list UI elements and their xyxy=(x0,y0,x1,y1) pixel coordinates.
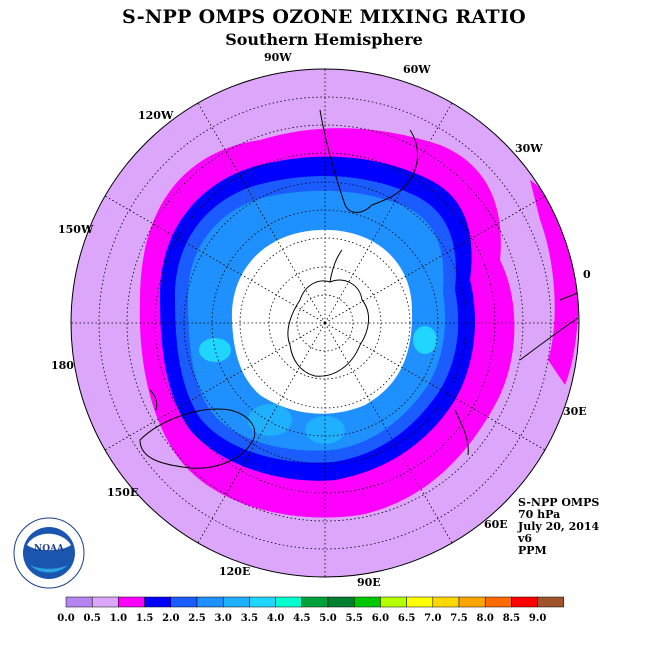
info-pressure: 70 hPa xyxy=(518,508,561,521)
colorbar-swatch xyxy=(484,596,512,608)
colorbar-swatch xyxy=(327,596,355,608)
lon-label-120w: 120W xyxy=(138,109,174,122)
map-title: S-NPP OMPS OZONE MIXING RATIO xyxy=(121,6,527,28)
lon-label-150e: 150E xyxy=(107,486,138,499)
ozone-patch-1 xyxy=(248,404,292,436)
lon-label-90w: 90W xyxy=(264,51,292,64)
colorbar-swatch xyxy=(222,596,250,608)
colorbar-swatch xyxy=(511,596,538,608)
colorbar-tick-label: 0.0 xyxy=(57,613,74,624)
lon-label-30e: 30E xyxy=(563,405,587,418)
lon-label-180: 180 xyxy=(51,359,74,372)
colorbar-swatch xyxy=(458,596,486,608)
lon-label-0: 0 xyxy=(583,268,591,281)
south-pole-marker xyxy=(323,321,327,325)
map-subtitle: Southern Hemisphere xyxy=(225,30,423,49)
colorbar-tick-label: 4.5 xyxy=(293,613,310,624)
colorbar-tick-label: 3.5 xyxy=(241,613,258,624)
colorbar-swatch xyxy=(249,596,276,608)
lon-label-90e: 90E xyxy=(357,576,381,589)
colorbar-swatch xyxy=(65,596,93,608)
colorbar-tick-label: 5.0 xyxy=(319,613,336,624)
colorbar: 0.0 0.5 1.0 1.5 2.0 2.5 3.0 3.5 4.0 4.5 5.0 5.5 6.0 6… xyxy=(57,596,565,624)
colorbar-tick-label: 8.0 xyxy=(476,613,493,624)
lon-label-30w: 30W xyxy=(515,142,543,155)
colorbar-swatch xyxy=(537,596,565,608)
colorbar-tick-label: 4.0 xyxy=(267,613,284,624)
noaa-logo-text: NOAA xyxy=(34,544,65,554)
info-units: PPM xyxy=(518,544,547,557)
info-date: July 20, 2014 xyxy=(518,520,600,533)
colorbar-swatch xyxy=(380,596,407,608)
colorbar-tick-label: 7.0 xyxy=(424,613,441,624)
colorbar-swatch xyxy=(275,596,303,608)
ozone-patch-2 xyxy=(305,416,345,444)
colorbar-swatch xyxy=(170,596,198,608)
lon-label-120e: 120E xyxy=(219,565,250,578)
lon-label-150w: 150W xyxy=(58,223,94,236)
colorbar-tick-label: 5.5 xyxy=(345,613,362,624)
colorbar-swatch xyxy=(144,596,172,608)
coastlines xyxy=(139,109,579,469)
colorbar-swatch xyxy=(301,596,329,608)
noaa-logo: NOAA xyxy=(13,517,85,589)
colorbar-tick-label: 2.5 xyxy=(188,613,205,624)
colorbar-tick-label: 8.5 xyxy=(503,613,520,624)
lon-label-60e: 60E xyxy=(484,518,508,531)
colorbar-tick-label: 2.0 xyxy=(162,613,179,624)
ozone-patch-3 xyxy=(199,338,231,362)
colorbar-tick-label: 7.5 xyxy=(450,613,467,624)
ozone-patch-4 xyxy=(413,326,437,354)
colorbar-tick-label: 3.0 xyxy=(214,613,231,624)
colorbar-swatch xyxy=(353,596,381,608)
colorbar-swatch xyxy=(118,596,145,608)
colorbar-tick-label: 0.5 xyxy=(83,613,100,624)
colorbar-swatch xyxy=(406,596,434,608)
info-instrument: S-NPP OMPS xyxy=(518,496,600,509)
graticule-parallels xyxy=(98,96,552,550)
info-version: v6 xyxy=(518,532,533,545)
colorbar-tick-label: 9.0 xyxy=(529,613,546,624)
lon-label-60w: 60W xyxy=(403,63,431,76)
colorbar-swatch xyxy=(91,596,119,608)
colorbar-tick-label: 6.5 xyxy=(398,613,415,624)
info-block: S-NPP OMPS 70 hPa July 20, 2014 v6 PPM xyxy=(518,497,599,557)
map-border xyxy=(70,68,580,578)
colorbar-tick-label: 6.0 xyxy=(372,613,389,624)
colorbar-tick-label: 1.5 xyxy=(136,613,153,624)
colorbar-tick-label: 1.0 xyxy=(110,613,127,624)
ozone-hole xyxy=(231,229,413,414)
colorbar-swatch xyxy=(196,596,224,608)
colorbar-swatch xyxy=(432,596,460,608)
